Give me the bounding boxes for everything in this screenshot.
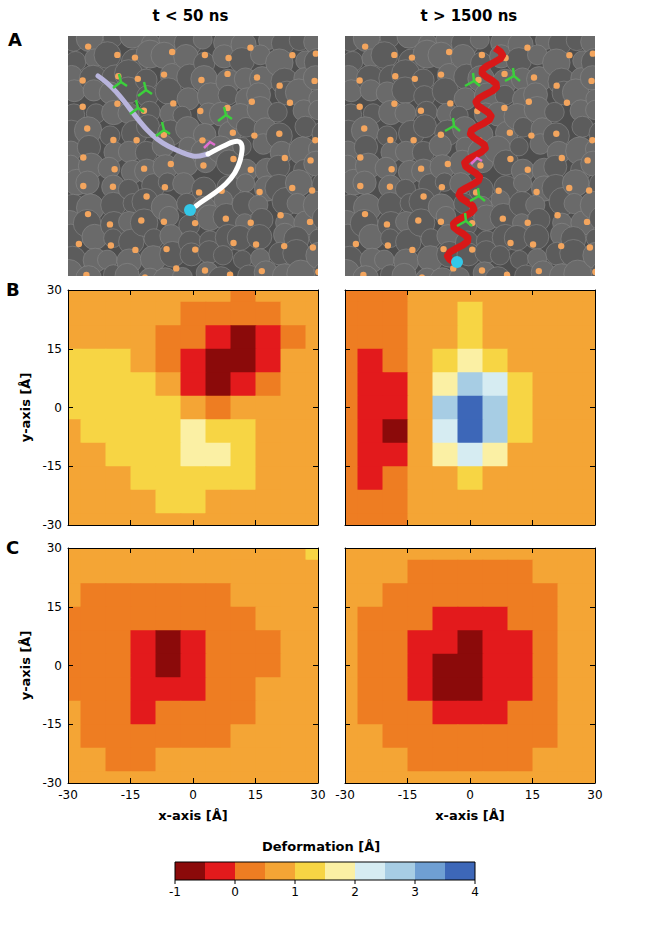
svg-text:-15: -15 xyxy=(42,459,62,473)
svg-text:4: 4 xyxy=(471,885,479,899)
svg-text:Deformation [Å]: Deformation [Å] xyxy=(262,839,380,854)
svg-text:-15: -15 xyxy=(398,788,418,802)
svg-text:30: 30 xyxy=(310,788,325,802)
svg-text:0: 0 xyxy=(54,401,62,415)
svg-text:0: 0 xyxy=(189,788,197,802)
svg-text:0: 0 xyxy=(231,885,239,899)
svg-text:-15: -15 xyxy=(42,717,62,731)
svg-text:B: B xyxy=(6,279,20,300)
svg-text:-30: -30 xyxy=(335,788,355,802)
svg-text:-30: -30 xyxy=(42,518,62,532)
svg-text:0: 0 xyxy=(54,659,62,673)
svg-text:2: 2 xyxy=(351,885,359,899)
svg-text:-15: -15 xyxy=(121,788,141,802)
svg-text:-30: -30 xyxy=(42,776,62,790)
svg-text:x-axis [Å]: x-axis [Å] xyxy=(435,808,505,823)
svg-text:15: 15 xyxy=(248,788,263,802)
svg-text:30: 30 xyxy=(587,788,602,802)
svg-text:0: 0 xyxy=(466,788,474,802)
svg-text:3: 3 xyxy=(411,885,419,899)
svg-text:A: A xyxy=(8,29,22,50)
svg-text:-1: -1 xyxy=(169,885,181,899)
svg-text:15: 15 xyxy=(47,342,62,356)
svg-text:30: 30 xyxy=(47,541,62,555)
svg-text:t > 1500 ns: t > 1500 ns xyxy=(421,7,518,25)
svg-text:t < 50 ns: t < 50 ns xyxy=(153,7,229,25)
svg-text:15: 15 xyxy=(47,600,62,614)
svg-text:-30: -30 xyxy=(58,788,78,802)
svg-text:1: 1 xyxy=(291,885,299,899)
svg-text:x-axis [Å]: x-axis [Å] xyxy=(158,808,228,823)
svg-text:C: C xyxy=(6,537,19,558)
svg-text:y-axis [Å]: y-axis [Å] xyxy=(18,373,33,443)
svg-text:30: 30 xyxy=(47,283,62,297)
svg-text:y-axis [Å]: y-axis [Å] xyxy=(18,631,33,701)
svg-text:15: 15 xyxy=(525,788,540,802)
